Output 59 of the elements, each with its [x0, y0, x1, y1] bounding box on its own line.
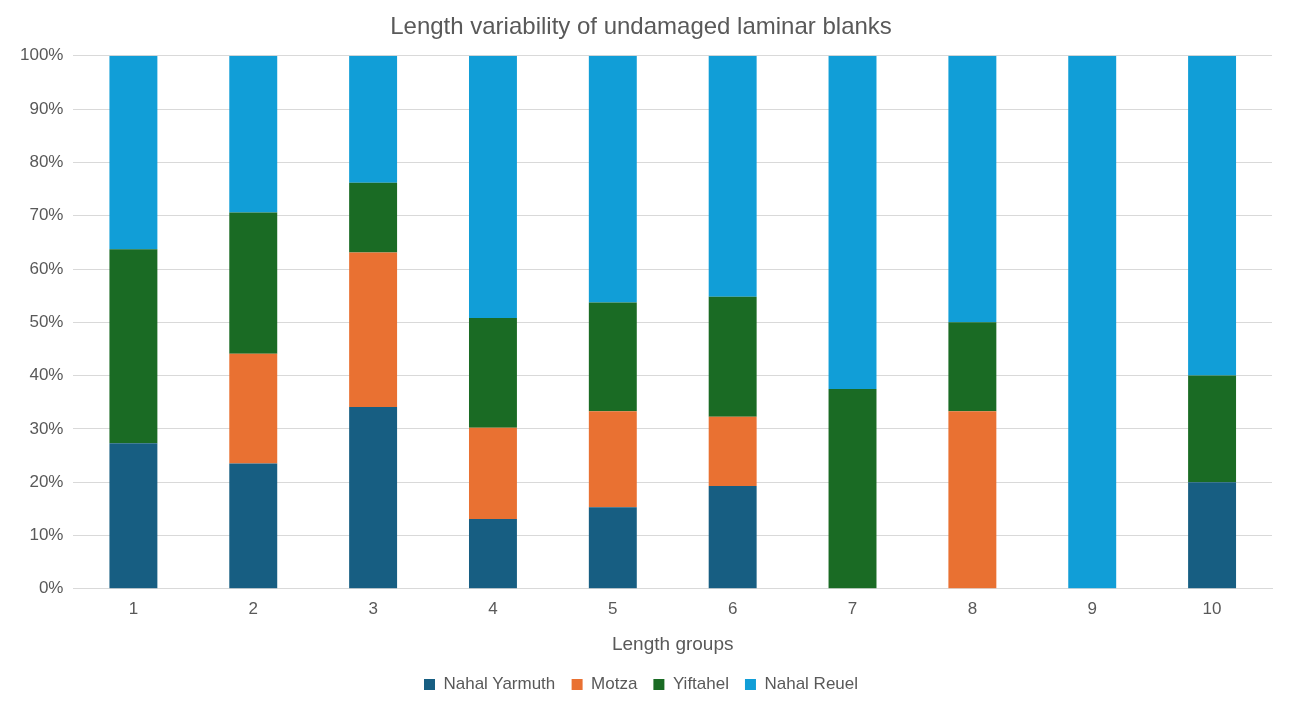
y-tick-label: 50%	[29, 311, 64, 331]
bar	[229, 55, 278, 213]
bar	[109, 249, 158, 444]
bar	[349, 182, 398, 253]
x-tick-label: 4	[488, 598, 498, 618]
y-tick-label: 20%	[29, 471, 64, 491]
y-tick-label: 40%	[29, 365, 64, 385]
bar	[708, 485, 757, 589]
y-tick-label: 10%	[29, 525, 64, 545]
bar	[708, 55, 757, 297]
bar	[1188, 55, 1237, 376]
bar	[468, 55, 517, 319]
bar	[109, 55, 158, 250]
bar	[468, 318, 517, 428]
bar	[588, 507, 637, 589]
x-tick-label: 10	[1202, 598, 1222, 618]
bar	[229, 353, 278, 464]
y-tick-label: 70%	[29, 205, 64, 225]
y-tick-label: 90%	[29, 98, 64, 118]
x-tick-label: 9	[1087, 598, 1097, 618]
bar	[468, 427, 517, 519]
chart-title: Length variability of undamaged laminar blanks	[390, 12, 892, 40]
bar	[229, 463, 278, 589]
y-tick-label: 0%	[38, 578, 64, 598]
legend-label: Nahal Yarmuth	[443, 674, 556, 694]
bar	[588, 302, 637, 412]
bar	[828, 55, 877, 389]
bar	[1188, 375, 1237, 483]
bar	[1188, 482, 1237, 589]
bar	[588, 411, 637, 508]
x-tick-label: 6	[727, 598, 738, 618]
bar	[948, 322, 997, 412]
y-tick-label: 60%	[29, 258, 64, 278]
x-axis-title: Length groups	[611, 632, 734, 654]
x-tick-label: 5	[608, 598, 618, 618]
x-tick-label: 8	[967, 598, 978, 618]
bar	[349, 407, 398, 589]
x-tick-label: 3	[368, 598, 378, 618]
bar	[828, 388, 877, 589]
x-tick-label: 1	[128, 598, 139, 618]
x-tick-label: 2	[248, 598, 258, 618]
legend-label: Yiftahel	[672, 674, 729, 694]
bar	[708, 296, 757, 417]
legend-label: Nahal Reuel	[764, 674, 859, 694]
x-tick-label: 7	[847, 598, 858, 618]
bar	[708, 416, 757, 486]
bar	[1068, 55, 1117, 589]
bar	[349, 55, 398, 183]
bar	[468, 518, 517, 589]
legend-label: Motza	[591, 674, 638, 694]
y-tick-label: 80%	[29, 152, 64, 172]
bar	[948, 411, 997, 589]
bar	[948, 55, 997, 323]
y-tick-label: 30%	[29, 418, 64, 438]
bar	[229, 212, 278, 354]
y-tick-label: 100%	[20, 45, 64, 65]
bar	[349, 252, 398, 408]
bar	[588, 55, 637, 303]
bar	[109, 443, 158, 589]
